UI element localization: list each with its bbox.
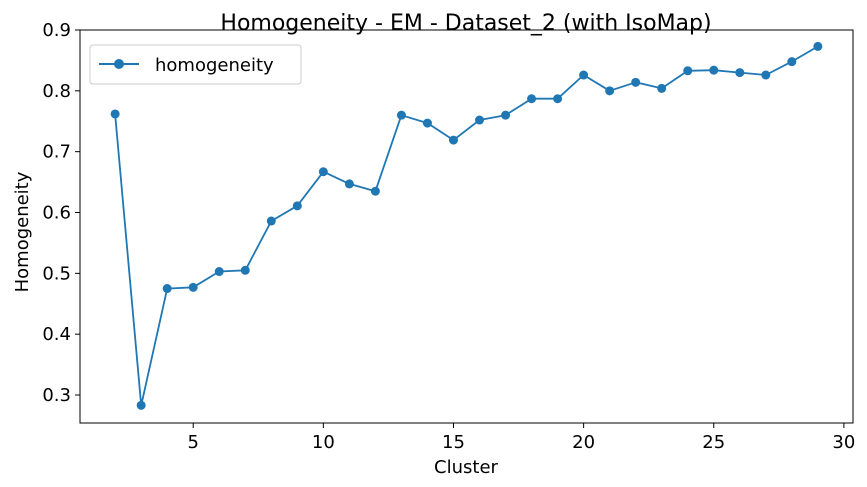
y-tick-label: 0.5 xyxy=(42,263,71,284)
data-point xyxy=(631,77,641,87)
y-tick-label: 0.8 xyxy=(42,81,71,102)
x-tick-label: 20 xyxy=(572,432,595,453)
data-point xyxy=(761,70,771,80)
data-point xyxy=(683,66,693,76)
x-tick-label: 15 xyxy=(442,432,465,453)
data-point xyxy=(735,68,745,78)
chart-title: Homogeneity - EM - Dataset_2 (with IsoMa… xyxy=(220,11,711,36)
data-point xyxy=(501,110,511,120)
series-line xyxy=(114,45,819,407)
data-point xyxy=(475,115,485,125)
y-tick-label: 0.9 xyxy=(42,20,71,41)
y-tick-label: 0.4 xyxy=(42,324,71,345)
data-point xyxy=(709,65,719,75)
data-point xyxy=(162,284,172,294)
data-point xyxy=(787,57,797,67)
data-point xyxy=(188,282,198,292)
y-axis-label: Homogeneity xyxy=(12,171,33,292)
data-point xyxy=(136,400,146,410)
data-point xyxy=(240,265,250,275)
data-point xyxy=(214,267,224,277)
data-point xyxy=(422,118,432,128)
data-point xyxy=(370,186,380,196)
data-point xyxy=(396,110,406,120)
legend: homogeneity xyxy=(89,44,302,85)
data-point xyxy=(527,94,537,104)
x-tick-label: 10 xyxy=(312,432,335,453)
x-tick-label: 5 xyxy=(187,432,198,453)
x-axis-ticks: 5 10 15 20 25 30 xyxy=(187,423,855,453)
y-axis-ticks: 0.3 0.4 0.5 0.6 0.7 0.8 0.9 xyxy=(42,20,80,406)
data-point xyxy=(110,109,120,119)
data-point xyxy=(292,201,302,211)
y-tick-label: 0.6 xyxy=(42,203,71,224)
data-point xyxy=(813,41,823,51)
y-tick-label: 0.7 xyxy=(42,142,71,163)
x-tick-label: 25 xyxy=(702,432,725,453)
x-tick-label: 30 xyxy=(832,432,855,453)
data-point xyxy=(553,94,563,104)
data-point xyxy=(605,86,615,96)
legend-box xyxy=(89,44,302,85)
data-point xyxy=(266,216,276,226)
data-point xyxy=(579,70,589,80)
data-point xyxy=(318,167,328,177)
x-axis-label: Cluster xyxy=(434,457,498,478)
legend-marker-swatch xyxy=(114,59,124,69)
legend-label: homogeneity xyxy=(155,55,274,76)
data-point xyxy=(344,179,354,189)
axes-frame xyxy=(79,29,854,424)
y-tick-label: 0.3 xyxy=(42,385,71,406)
data-point xyxy=(448,135,458,145)
plot-area xyxy=(110,41,823,410)
data-point xyxy=(657,83,667,93)
